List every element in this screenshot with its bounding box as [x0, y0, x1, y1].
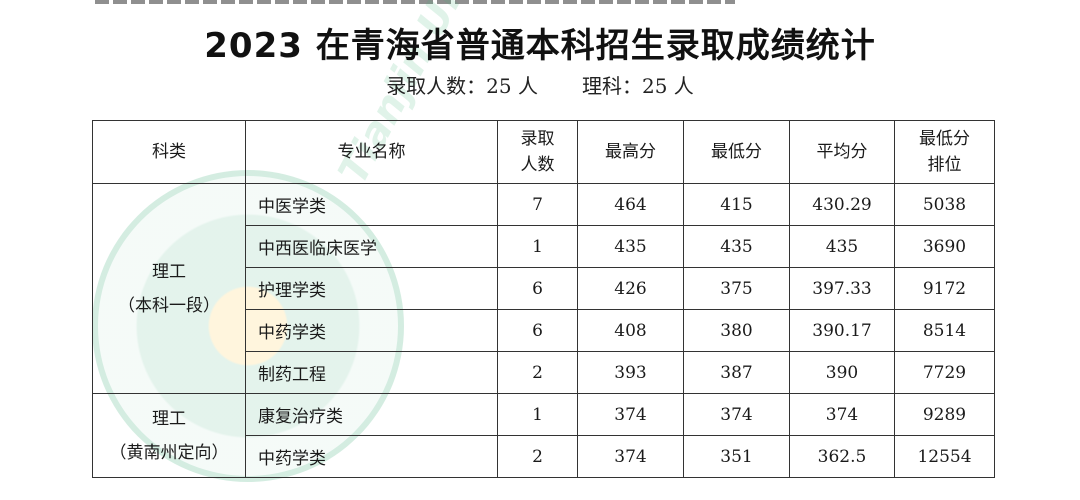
value-cell: 374 — [577, 393, 684, 436]
value-cell: 387 — [683, 351, 790, 394]
value-cell: 362.5 — [789, 435, 895, 478]
column-header-label: 录取人数 — [520, 129, 555, 175]
column-header-label: 最低分 — [711, 142, 762, 162]
column-header-label: 科类 — [152, 142, 186, 162]
column-header-label: 最低分排位 — [919, 129, 970, 175]
value-cell: 374 — [789, 393, 895, 436]
admission-table: 科类 专业名称 录取人数 最高分 最低分 平均分 最低分排位 理工 （本科一段） 中医学类 7 46… — [92, 120, 995, 478]
major-name-cell: 中药学类 — [245, 435, 498, 478]
value-cell: 6 — [497, 309, 578, 352]
column-header: 平均分 — [789, 120, 895, 184]
major-name-cell: 中医学类 — [245, 183, 498, 226]
value-cell: 351 — [683, 435, 790, 478]
value-cell: 1 — [497, 225, 578, 268]
column-header: 科类 — [92, 120, 246, 184]
subtitle: 录取人数：25 人 理科：25 人 — [0, 70, 1080, 99]
column-header: 最高分 — [577, 120, 684, 184]
category-cell: 理工 （本科一段） — [92, 183, 246, 394]
column-header: 录取人数 — [497, 120, 578, 184]
value-cell: 430.29 — [789, 183, 895, 226]
value-cell: 1 — [497, 393, 578, 436]
column-header: 最低分排位 — [894, 120, 995, 184]
major-name-cell: 康复治疗类 — [245, 393, 498, 436]
value-cell: 426 — [577, 267, 684, 310]
category-sublabel: （本科一段） — [118, 295, 220, 316]
value-cell: 408 — [577, 309, 684, 352]
column-header: 专业名称 — [245, 120, 498, 184]
category-cell: 理工 （黄南州定向） — [92, 393, 246, 478]
value-cell: 6 — [497, 267, 578, 310]
value-cell: 3690 — [894, 225, 995, 268]
value-cell: 9289 — [894, 393, 995, 436]
science-admitted: 理科：25 人 — [582, 74, 694, 98]
category-label: 理工 — [152, 408, 186, 429]
major-name-cell: 中西医临床医学 — [245, 225, 498, 268]
value-cell: 8514 — [894, 309, 995, 352]
value-cell: 435 — [683, 225, 790, 268]
total-admitted: 录取人数：25 人 — [386, 74, 538, 98]
value-cell: 374 — [683, 393, 790, 436]
table-row: 理工 （本科一段） 中医学类 7 464 415 430.29 5038 — [92, 183, 995, 394]
column-header-label: 专业名称 — [337, 142, 406, 162]
value-cell: 397.33 — [789, 267, 895, 310]
category-sublabel: （黄南州定向） — [109, 442, 229, 463]
column-header-label: 平均分 — [816, 142, 868, 162]
value-cell: 12554 — [894, 435, 995, 478]
major-name-cell: 中药学类 — [245, 309, 498, 352]
table-row: 理工 （黄南州定向） 康复治疗类 1 374 374 374 9289 — [92, 393, 995, 478]
table-row: 中药学类 2 374 351 362.5 12554 — [93, 435, 995, 478]
major-name-cell: 护理学类 — [245, 267, 498, 310]
value-cell: 375 — [683, 267, 790, 310]
value-cell: 390.17 — [789, 309, 895, 352]
category-label: 理工 — [152, 261, 186, 282]
value-cell: 374 — [577, 435, 684, 478]
value-cell: 415 — [683, 183, 790, 226]
page-title: 2023 在青海省普通本科招生录取成绩统计 — [204, 26, 876, 66]
cropped-text-line — [95, 0, 735, 4]
value-cell: 9172 — [894, 267, 995, 310]
value-cell: 2 — [497, 435, 578, 478]
value-cell: 5038 — [894, 183, 995, 226]
value-cell: 435 — [789, 225, 895, 268]
major-name-cell: 制药工程 — [245, 351, 498, 394]
value-cell: 380 — [683, 309, 790, 352]
value-cell: 390 — [789, 351, 895, 394]
value-cell: 464 — [577, 183, 684, 226]
column-header-label: 最高分 — [605, 142, 656, 162]
value-cell: 2 — [497, 351, 578, 394]
value-cell: 435 — [577, 225, 684, 268]
value-cell: 7729 — [894, 351, 995, 394]
value-cell: 393 — [577, 351, 684, 394]
column-header: 最低分 — [683, 120, 790, 184]
value-cell: 7 — [497, 183, 578, 226]
